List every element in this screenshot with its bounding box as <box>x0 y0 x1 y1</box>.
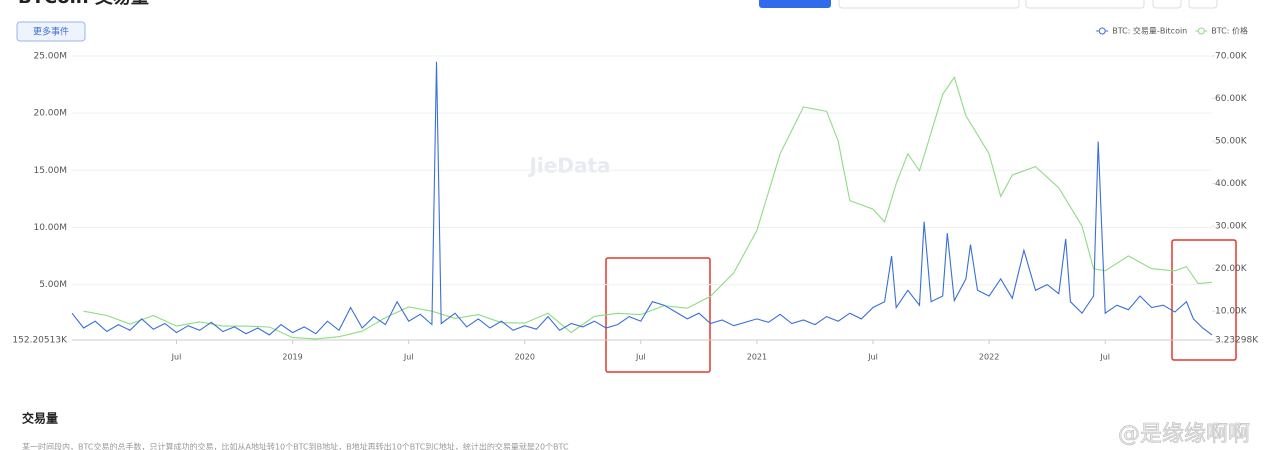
y-tick-label: 152.20513K <box>12 336 68 346</box>
y2-tick-label: 70.00K <box>1215 52 1248 62</box>
events-button-label: 更多事件 <box>33 26 69 38</box>
x-tick-label: Jul <box>635 353 646 362</box>
y2-tick-label: 3.23298K <box>1215 336 1259 346</box>
legend-swatch <box>1098 27 1106 35</box>
events-button[interactable] <box>16 21 86 42</box>
y-tick-label: 5.00M <box>39 280 67 290</box>
x-tick-label: Jul <box>1099 353 1110 362</box>
date-input[interactable] <box>1025 0 1145 9</box>
y2-tick-label: 30.00K <box>1215 222 1248 232</box>
series-line <box>71 61 1213 336</box>
y-tick-label: 25.00M <box>33 52 67 62</box>
legend-swatch <box>1197 27 1205 35</box>
x-tick-label: 2021 <box>747 353 767 362</box>
legend-label: BTC: 价格 <box>1211 26 1248 36</box>
x-tick-label: Jul <box>867 353 878 362</box>
highlight-box <box>1171 239 1237 361</box>
series-line <box>83 76 1213 340</box>
x-tick-label: Jul <box>171 353 182 362</box>
icon-button[interactable] <box>1188 0 1218 9</box>
section-heading: 交易量 <box>22 411 58 426</box>
x-tick-label: 2019 <box>282 353 302 362</box>
page-title: BTCoin 交易量 <box>18 0 149 8</box>
credit-watermark: @是缘缘啊啊 <box>1118 422 1250 447</box>
y-tick-label: 20.00M <box>33 109 67 119</box>
icon-button[interactable] <box>1152 0 1182 9</box>
section-description: 某一时间段内，BTC交易的总手数，只计算成功的交易，比如从A地址转10个BTC到… <box>22 442 569 450</box>
y2-tick-label: 60.00K <box>1215 94 1248 104</box>
search-input[interactable] <box>838 0 1020 9</box>
primary-button[interactable] <box>759 0 831 8</box>
watermark: JieData <box>527 154 610 178</box>
y2-tick-label: 10.00K <box>1215 307 1248 317</box>
plot: 152.20513K 5.00M 10.00M 15.00M 20.00M 25.00M 3… <box>12 52 1259 362</box>
legend-label: BTC: 交易量-Bitcoin <box>1112 26 1187 36</box>
y2-tick-label: 50.00K <box>1215 137 1248 147</box>
y2-tick-label: 20.00K <box>1215 264 1248 274</box>
y2-tick-label: 40.00K <box>1215 179 1248 189</box>
x-tick-label: 2022 <box>979 353 999 362</box>
y-tick-label: 15.00M <box>33 166 67 176</box>
x-tick-label: 2020 <box>515 353 535 362</box>
y-tick-label: 10.00M <box>33 223 67 233</box>
x-tick-label: Jul <box>403 353 414 362</box>
